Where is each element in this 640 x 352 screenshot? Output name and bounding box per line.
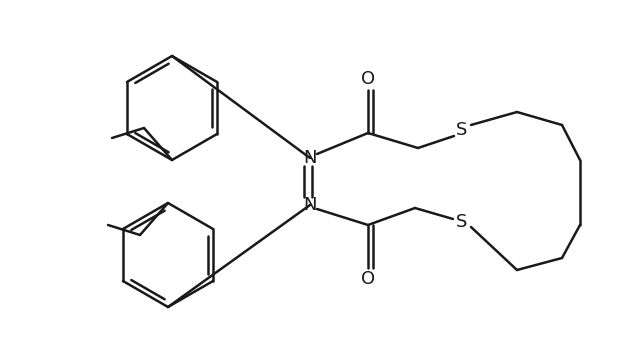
Text: N: N [303,149,317,167]
Text: S: S [456,213,468,231]
Text: O: O [361,270,375,288]
Text: O: O [361,70,375,88]
Text: N: N [303,196,317,214]
Text: S: S [456,121,468,139]
